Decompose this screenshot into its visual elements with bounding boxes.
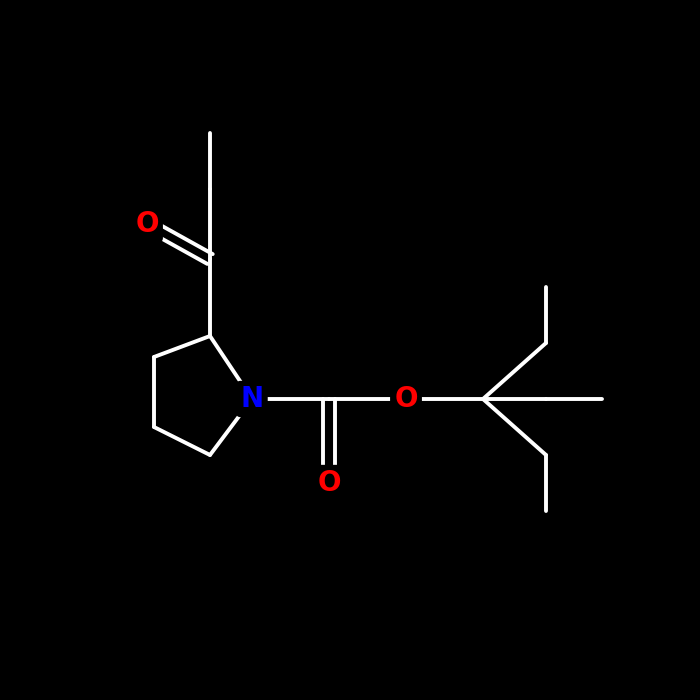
- Text: N: N: [240, 385, 264, 413]
- Text: O: O: [394, 385, 418, 413]
- Text: O: O: [317, 469, 341, 497]
- Text: O: O: [135, 210, 159, 238]
